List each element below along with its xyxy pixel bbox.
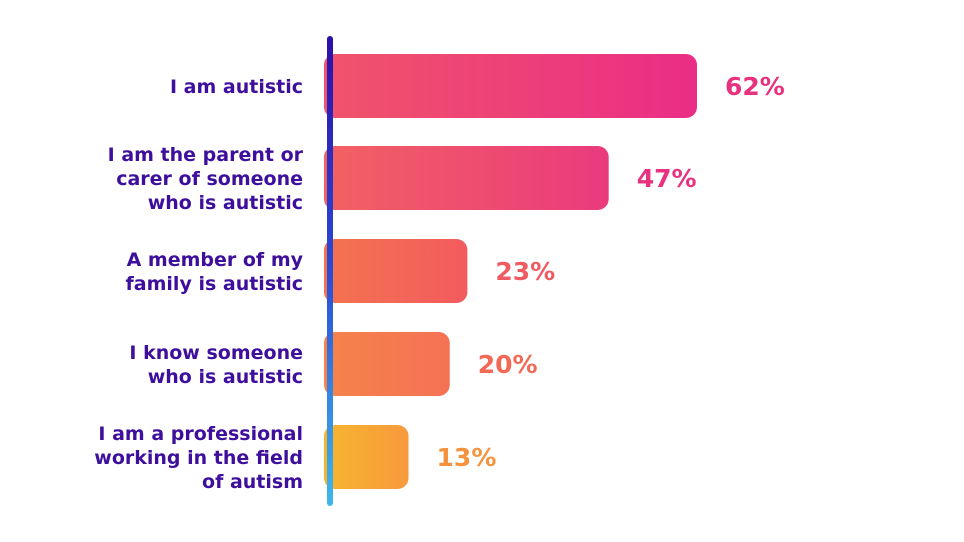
category-label-1: I am the parent or carer of someone who is… [108, 144, 304, 214]
category-label-4: I am a professional working in the field o… [94, 423, 303, 493]
value-labels: 62% 47% 23% 20% 13% [437, 72, 785, 472]
value-label-0: 62% [725, 72, 785, 101]
category-label-1-line-2: who is autistic [148, 192, 303, 214]
bars-layer [324, 54, 697, 489]
value-label-4: 13% [437, 443, 497, 472]
category-labels: I am autistic I am the parent or carer of … [94, 76, 303, 493]
category-label-0: I am autistic [170, 76, 303, 98]
category-label-3: I know someone who is autistic [129, 342, 303, 388]
category-label-2-line-0: A member of my [127, 249, 304, 271]
category-label-4-line-2: of autism [202, 471, 303, 493]
bar-2 [324, 239, 468, 303]
category-label-2-line-1: family is autistic [126, 273, 303, 295]
bar-4 [324, 425, 409, 489]
category-label-2: A member of my family is autistic [126, 249, 304, 295]
category-label-0-line-0: I am autistic [170, 76, 303, 98]
bar-3 [324, 332, 450, 396]
category-label-1-line-0: I am the parent or [108, 144, 304, 166]
category-label-3-line-0: I know someone [129, 342, 303, 364]
bar-0 [324, 54, 697, 118]
category-label-3-line-1: who is autistic [148, 366, 303, 388]
value-label-2: 23% [495, 257, 555, 286]
value-label-1: 47% [637, 164, 697, 193]
bar-1 [324, 146, 609, 210]
y-axis-line [327, 36, 333, 506]
category-label-4-line-0: I am a professional [98, 423, 303, 445]
category-label-1-line-1: carer of someone [116, 168, 303, 190]
category-label-4-line-1: working in the field [94, 447, 303, 469]
value-label-3: 20% [478, 350, 538, 379]
